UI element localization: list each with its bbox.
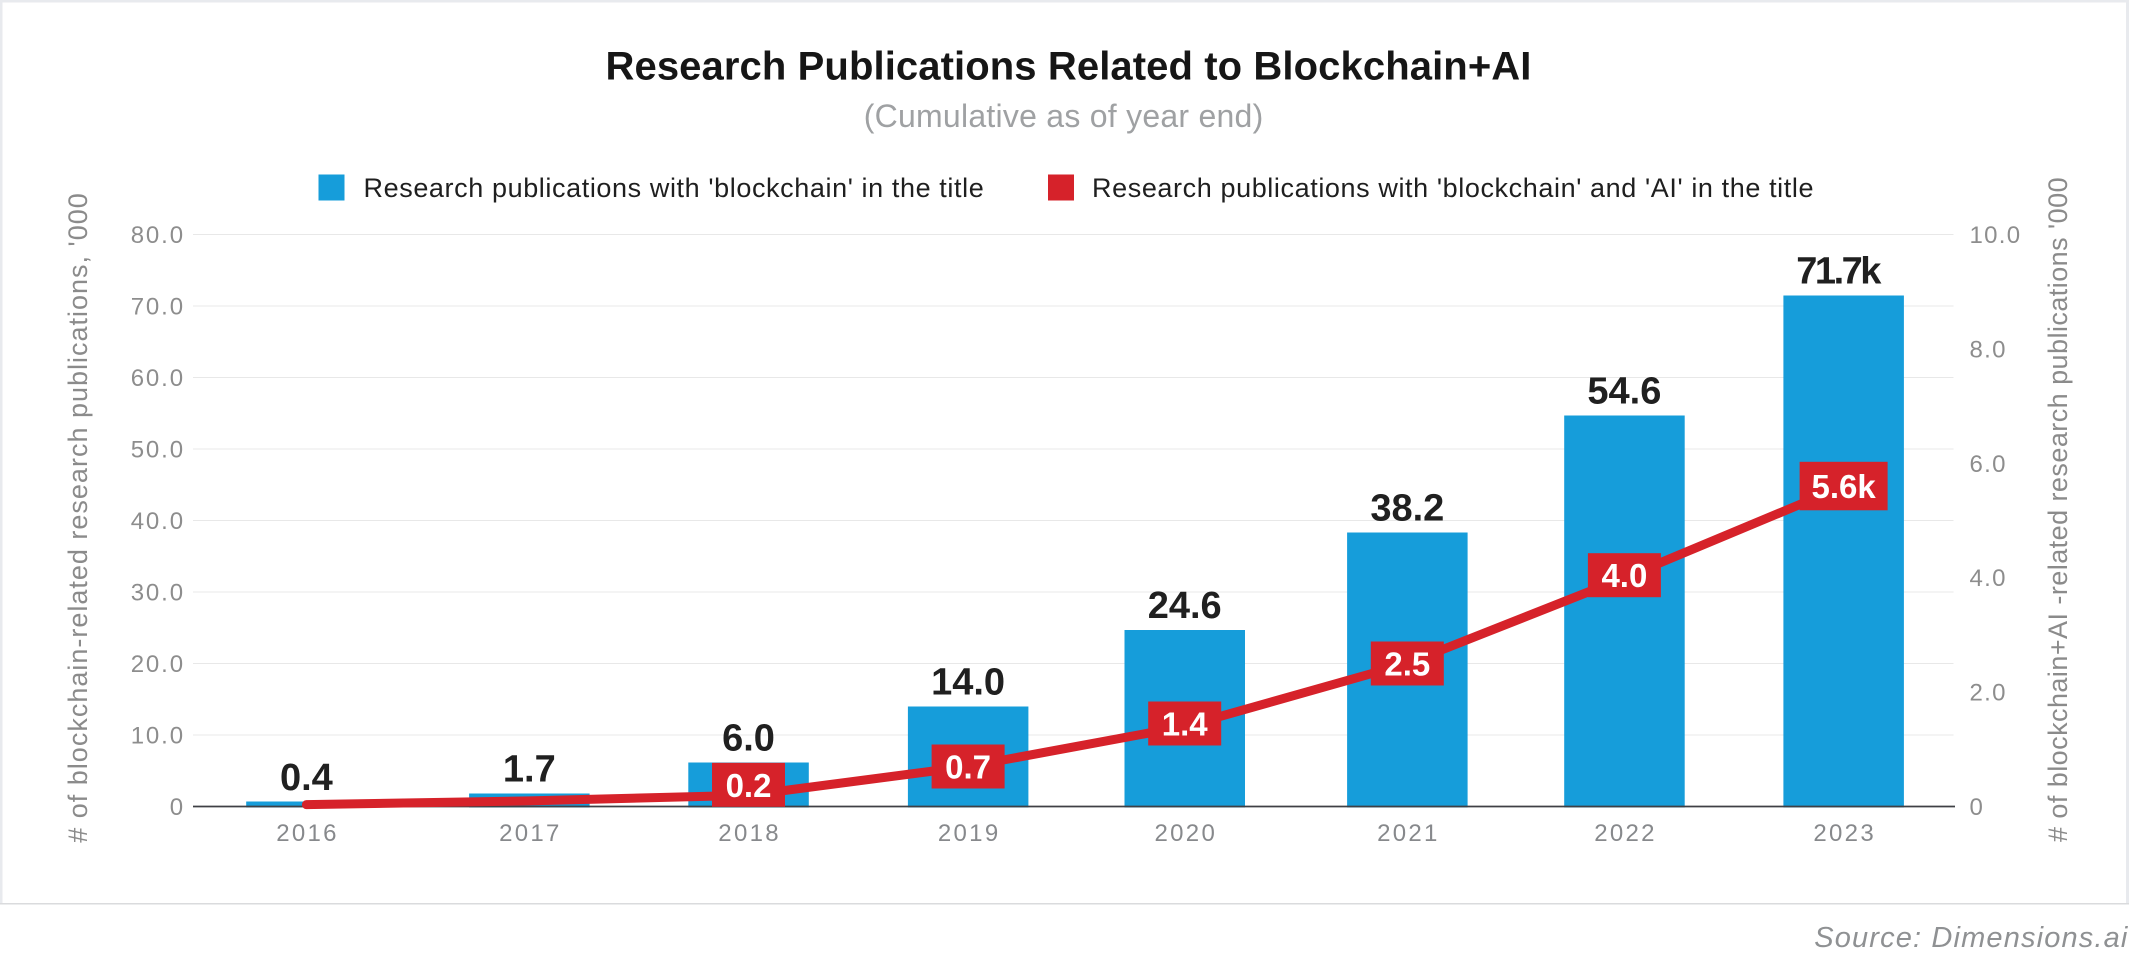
svg-text:4.0: 4.0 — [1601, 557, 1647, 594]
svg-text:Source: Dimensions.ai: Source: Dimensions.ai — [1814, 922, 2129, 954]
svg-text:70.0: 70.0 — [131, 294, 185, 321]
svg-text:Research publications with 'bl: Research publications with 'blockchain' … — [364, 173, 985, 203]
svg-text:10.0: 10.0 — [131, 723, 185, 750]
svg-text:2016: 2016 — [276, 820, 339, 847]
svg-text:6.0: 6.0 — [722, 718, 775, 760]
svg-text:Research Publications Related: Research Publications Related to Blockch… — [606, 45, 1532, 89]
svg-text:24.6: 24.6 — [1148, 585, 1222, 627]
svg-text:2019: 2019 — [938, 820, 1001, 847]
svg-text:5.6k: 5.6k — [1811, 468, 1876, 505]
svg-text:80.0: 80.0 — [131, 222, 185, 249]
svg-text:0: 0 — [1970, 794, 1985, 821]
svg-text:40.0: 40.0 — [131, 508, 185, 535]
svg-text:14.0: 14.0 — [931, 662, 1005, 704]
svg-text:0.2: 0.2 — [726, 767, 772, 804]
svg-text:2020: 2020 — [1155, 820, 1218, 847]
svg-text:54.6: 54.6 — [1587, 371, 1661, 413]
svg-text:2021: 2021 — [1377, 820, 1440, 847]
svg-text:0.7: 0.7 — [945, 749, 991, 786]
svg-text:(Cumulative as of year end): (Cumulative as of year end) — [864, 98, 1264, 134]
svg-text:4.0: 4.0 — [1970, 565, 2007, 592]
svg-text:0: 0 — [170, 794, 185, 821]
svg-text:2017: 2017 — [499, 820, 562, 847]
svg-text:60.0: 60.0 — [131, 365, 185, 392]
svg-text:0.4: 0.4 — [280, 757, 333, 799]
svg-text:71.7k: 71.7k — [1796, 251, 1882, 293]
svg-text:1.4: 1.4 — [1162, 706, 1209, 743]
svg-text:2022: 2022 — [1594, 820, 1657, 847]
svg-text:2.0: 2.0 — [1970, 680, 2007, 707]
svg-text:8.0: 8.0 — [1970, 336, 2007, 363]
svg-text:1.7: 1.7 — [503, 749, 556, 791]
svg-text:2018: 2018 — [718, 820, 781, 847]
svg-text:38.2: 38.2 — [1370, 488, 1444, 530]
svg-text:# of blockchain-related resear: # of blockchain-related research publica… — [63, 192, 93, 843]
svg-text:Research publications with 'bl: Research publications with 'blockchain' … — [1092, 173, 1814, 203]
svg-text:50.0: 50.0 — [131, 437, 185, 464]
svg-text:2023: 2023 — [1813, 820, 1876, 847]
svg-text:# of blockchain+AI -related re: # of blockchain+AI -related research pub… — [2043, 177, 2073, 842]
svg-text:20.0: 20.0 — [131, 651, 185, 678]
svg-text:10.0: 10.0 — [1970, 222, 2022, 249]
svg-text:2.5: 2.5 — [1384, 646, 1430, 683]
svg-text:30.0: 30.0 — [131, 580, 185, 607]
svg-text:6.0: 6.0 — [1970, 451, 2007, 478]
